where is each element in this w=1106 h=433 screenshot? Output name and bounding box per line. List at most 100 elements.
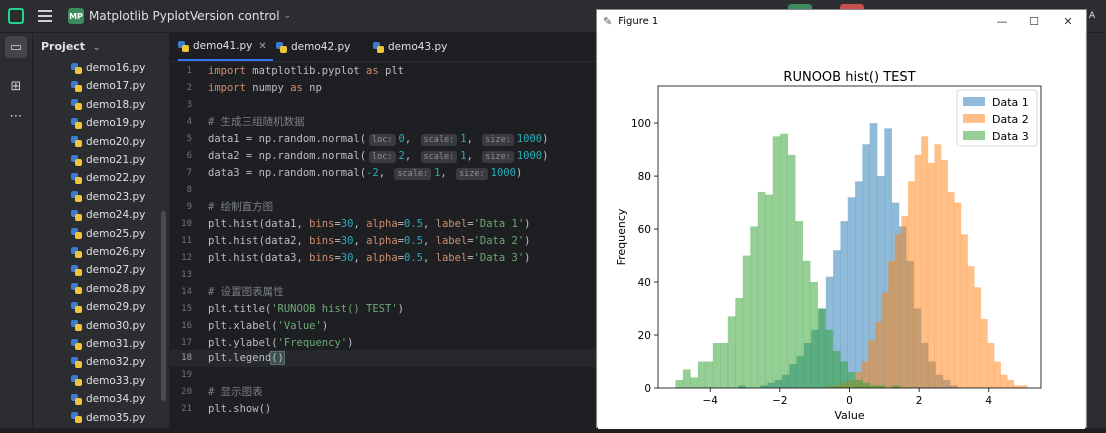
file-item[interactable]: demo26.py xyxy=(71,243,145,261)
histogram-bar xyxy=(840,221,849,388)
tab-demo41[interactable]: demo41.py ✕ xyxy=(178,33,273,61)
histogram-bar xyxy=(855,380,863,388)
param-hint: size: xyxy=(482,151,514,163)
histogram-bar xyxy=(1020,385,1028,388)
kwarg: bins xyxy=(309,218,335,230)
code-text: np xyxy=(302,82,322,94)
x-tick-label: −4 xyxy=(702,395,718,407)
param-hint: size: xyxy=(482,134,514,146)
file-item[interactable]: demo27.py xyxy=(71,261,145,279)
code-text: = xyxy=(397,218,405,230)
python-file-icon xyxy=(71,136,82,148)
file-item[interactable]: demo28.py xyxy=(71,280,145,298)
code-text: = xyxy=(397,252,405,264)
histogram-bar xyxy=(810,282,818,388)
histogram-bar xyxy=(927,162,935,388)
x-tick-label: 2 xyxy=(916,395,923,407)
line-number: 18 xyxy=(181,353,192,363)
number: 30 xyxy=(340,252,354,264)
vcs-widget[interactable]: Version control ⌄ xyxy=(190,0,291,32)
kwarg: label xyxy=(435,218,468,230)
python-file-icon xyxy=(71,172,82,184)
figure-title-bar[interactable]: ✎ Figure 1 — ☐ ✕ xyxy=(597,10,1086,32)
histogram-bar xyxy=(840,361,848,388)
python-file-icon xyxy=(71,412,82,424)
line-number: 13 xyxy=(181,270,192,280)
file-item[interactable]: demo25.py xyxy=(71,225,145,243)
legend-swatch xyxy=(963,131,985,140)
histogram-bar xyxy=(877,176,885,388)
number: 1000 xyxy=(490,167,516,179)
file-item[interactable]: demo20.py xyxy=(71,133,145,151)
python-file-icon xyxy=(71,338,82,350)
code-text: , xyxy=(404,150,418,162)
close-button[interactable]: ✕ xyxy=(1063,14,1073,28)
close-icon[interactable]: ✕ xyxy=(258,40,267,52)
code-line-11: plt.hist(data2, bins=30, alpha=0.5, labe… xyxy=(208,233,531,250)
line-number: 14 xyxy=(181,287,192,297)
file-item[interactable]: demo19.py xyxy=(71,114,145,132)
code-text: ) xyxy=(542,133,549,145)
project-scrollbar[interactable] xyxy=(161,211,166,401)
histogram-bar xyxy=(941,160,948,388)
histogram-bar xyxy=(833,250,841,388)
project-panel-header[interactable]: Project ⌄ xyxy=(41,40,100,53)
file-item[interactable]: demo16.py xyxy=(71,59,145,77)
file-item[interactable]: demo21.py xyxy=(71,151,145,169)
line-number: 6 xyxy=(186,151,192,161)
file-item[interactable]: demo31.py xyxy=(71,335,145,353)
line-number: 3 xyxy=(186,100,192,110)
code-line-10: plt.hist(data1, bins=30, alpha=0.5, labe… xyxy=(208,216,531,233)
code-text: = xyxy=(334,218,341,230)
line-number: 9 xyxy=(186,202,192,212)
file-item[interactable]: demo29.py xyxy=(71,298,145,316)
minimize-button[interactable]: — xyxy=(996,14,1008,28)
number: 0.5 xyxy=(404,252,423,264)
file-item[interactable]: demo30.py xyxy=(71,317,145,335)
project-folder-icon[interactable]: ▭ xyxy=(5,36,27,58)
histogram-bar xyxy=(980,319,988,388)
tab-demo42[interactable]: demo42.py xyxy=(276,33,350,61)
kwarg: label xyxy=(435,235,468,247)
keyword: import xyxy=(208,82,246,94)
histogram-bar xyxy=(967,266,975,388)
number: 0.5 xyxy=(404,235,423,247)
histogram-bar xyxy=(1007,380,1015,388)
file-item[interactable]: demo34.py xyxy=(71,390,145,408)
number: -2 xyxy=(366,167,379,179)
file-item[interactable]: demo35.py xyxy=(71,409,145,427)
structure-icon[interactable]: ⊞ xyxy=(10,78,22,94)
project-switcher[interactable]: MP Matplotlib Pyplot ⌄ xyxy=(68,0,201,32)
code-text: = xyxy=(467,252,474,264)
code-text: ) xyxy=(524,252,531,264)
histogram-bar xyxy=(974,287,982,388)
file-item[interactable]: demo33.py xyxy=(71,372,145,390)
number: 0 xyxy=(398,133,405,145)
histogram-bar xyxy=(914,154,922,388)
more-tools-icon[interactable]: ⋯ xyxy=(9,108,23,124)
file-item[interactable]: demo32.py xyxy=(71,353,145,371)
file-item[interactable]: demo22.py xyxy=(71,169,145,187)
histogram-bar xyxy=(817,308,826,388)
maximize-button[interactable]: ☐ xyxy=(1029,14,1039,28)
histogram-bar xyxy=(847,197,856,388)
python-file-icon xyxy=(71,191,82,203)
code-text: , xyxy=(423,235,436,247)
project-badge: MP xyxy=(68,8,84,24)
histogram-bar xyxy=(907,181,915,388)
histogram-bar xyxy=(884,128,892,388)
file-label: demo23.py xyxy=(86,190,146,203)
code-text: data3 = np.random.normal( xyxy=(208,167,367,179)
figure-window[interactable]: ✎ Figure 1 — ☐ ✕ −4 −2 0 2 4 0 20 40 60 80 100 RUNO… xyxy=(596,9,1087,429)
tab-demo43[interactable]: demo43.py xyxy=(373,33,447,61)
pycharm-logo-icon[interactable] xyxy=(8,8,24,24)
file-item[interactable]: demo23.py xyxy=(71,188,145,206)
file-label: demo19.py xyxy=(86,117,146,130)
file-item[interactable]: demo17.py xyxy=(71,77,145,95)
file-item[interactable]: demo18.py xyxy=(71,96,145,114)
line-number: 5 xyxy=(186,134,192,144)
code-line-7: data3 = np.random.normal(-2, scale: 1, si… xyxy=(208,165,522,182)
main-menu-icon[interactable] xyxy=(38,10,52,22)
file-item[interactable]: demo24.py xyxy=(71,206,145,224)
